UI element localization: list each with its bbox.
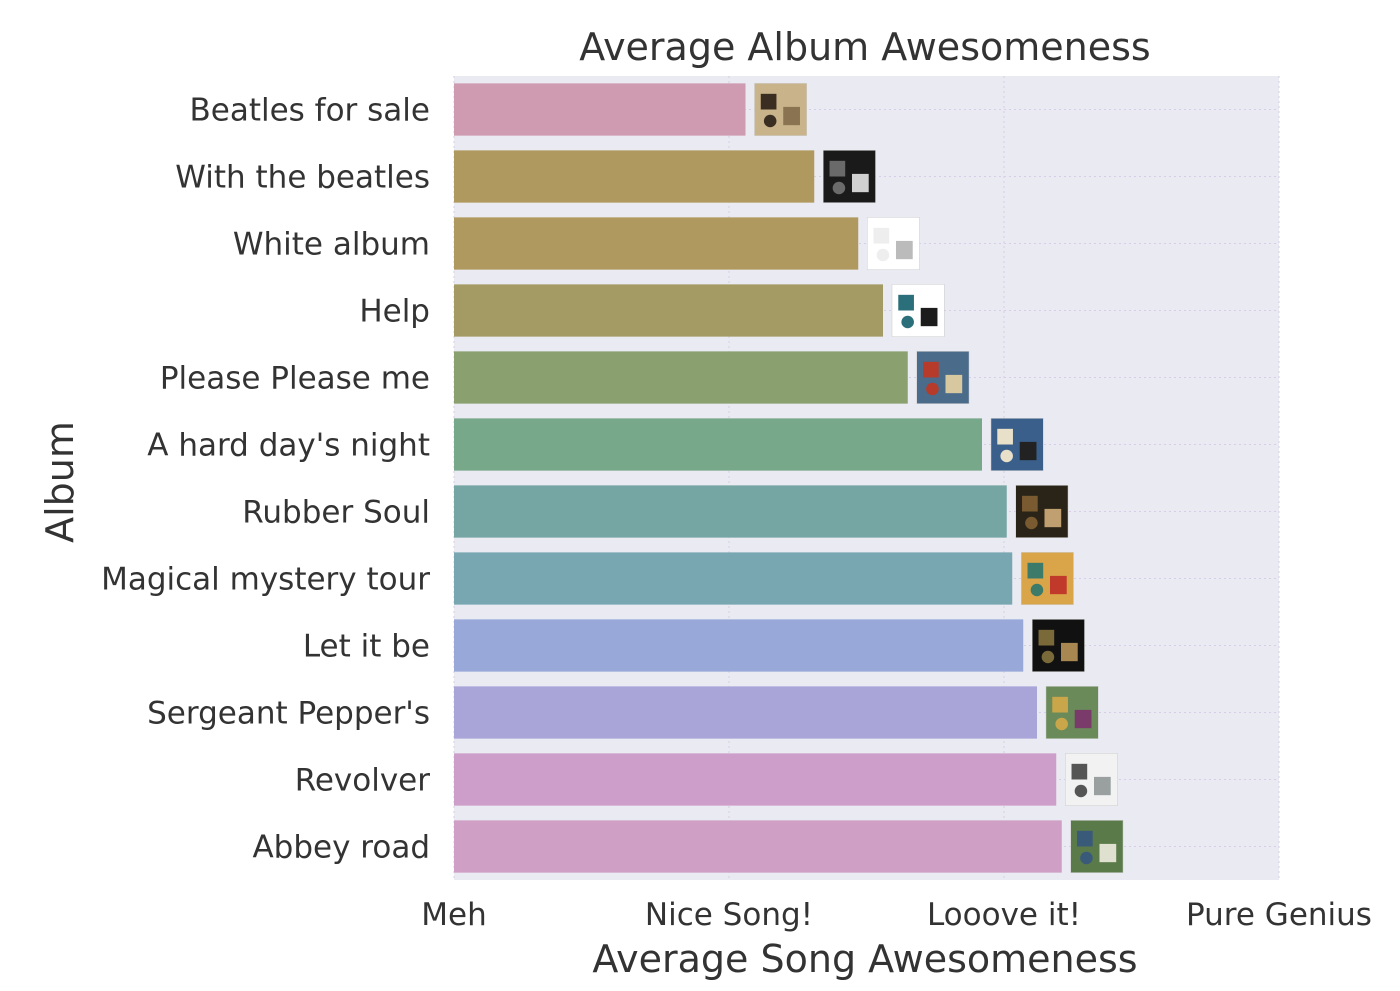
bar: [454, 351, 908, 404]
y-tick-label: Sergeant Pepper's: [147, 696, 430, 732]
revolver-cover-icon: [1065, 753, 1118, 806]
white-album-cover-icon: [867, 217, 920, 270]
bar: [454, 552, 1013, 605]
album-covers-group: [754, 83, 1124, 873]
y-tick-label: Revolver: [295, 763, 431, 799]
x-tick-label: Pure Genius: [1186, 897, 1372, 933]
bar: [454, 217, 859, 270]
beatles-for-sale-cover-icon: [754, 83, 808, 136]
grid-lines: [453, 76, 1280, 880]
rubber-soul-cover-icon: [1015, 485, 1069, 538]
y-tick-labels: Beatles for sale With the beatles White al…: [101, 93, 430, 866]
magical-mystery-tour-cover-icon: [1021, 552, 1074, 605]
y-tick-label: Please Please me: [160, 361, 430, 397]
y-tick-label: White album: [233, 227, 430, 263]
x-tick-label: Meh: [421, 897, 486, 933]
y-tick-label: Rubber Soul: [242, 495, 430, 531]
abbey-road-cover-icon: [1070, 820, 1124, 873]
y-tick-label: Beatles for sale: [190, 93, 431, 129]
chart-title: Average Album Awesomeness: [579, 25, 1150, 69]
bar: [454, 150, 815, 203]
y-tick-label: Magical mystery tour: [101, 562, 430, 598]
let-it-be-cover-icon: [1032, 619, 1085, 672]
help-cover-icon: [891, 284, 945, 337]
y-tick-label: With the beatles: [175, 160, 430, 196]
please-please-me-cover-icon: [916, 351, 970, 404]
bar: [454, 83, 746, 136]
bars-group: [454, 83, 1062, 873]
x-tick-label: Nice Song!: [645, 897, 813, 933]
bar: [454, 686, 1037, 739]
bar: [454, 619, 1024, 672]
bar: [454, 820, 1062, 873]
plot-background: [454, 76, 1279, 880]
x-tick-label: Looove it!: [927, 897, 1081, 933]
y-tick-label: Help: [359, 294, 430, 330]
bar: [454, 753, 1057, 806]
y-tick-label: A hard day's night: [147, 428, 430, 464]
y-tick-label: Abbey road: [252, 830, 430, 866]
sgt-peppers-cover-icon: [1045, 686, 1099, 739]
bar: [454, 284, 883, 337]
a-hard-days-night-cover-icon: [990, 418, 1044, 471]
with-the-beatles-cover-icon: [823, 150, 876, 203]
y-axis-label: Album: [38, 421, 82, 543]
x-axis-label: Average Song Awesomeness: [592, 937, 1137, 981]
x-tick-labels: Meh Nice Song! Looove it! Pure Genius: [421, 897, 1372, 933]
y-tick-label: Let it be: [303, 629, 430, 665]
bar: [454, 485, 1007, 538]
bar: [454, 418, 982, 471]
